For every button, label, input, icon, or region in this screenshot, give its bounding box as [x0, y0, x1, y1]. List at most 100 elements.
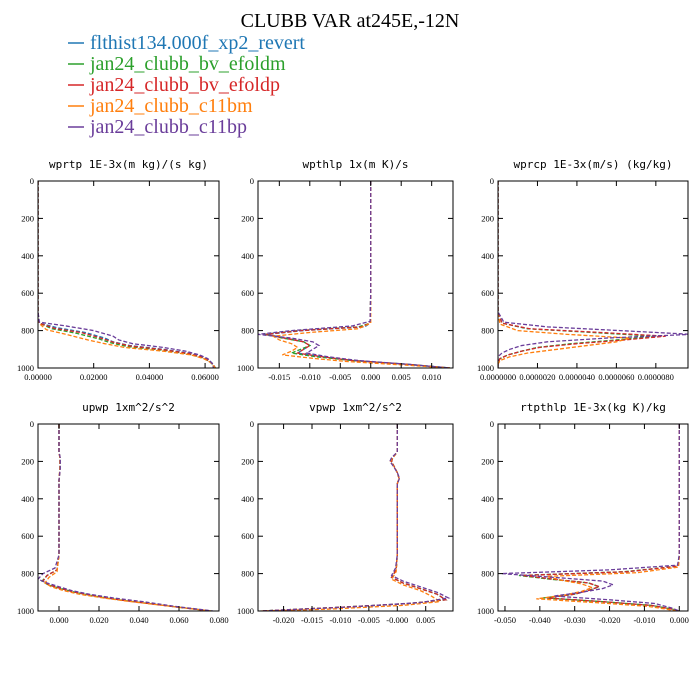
- y-tick-label: 1000: [477, 363, 494, 373]
- x-tick-label: 0.005: [392, 372, 411, 382]
- y-tick-label: 200: [481, 456, 494, 466]
- chart-panel: rtpthlp 1E-3x(kg K)/kg02004006008001000-…: [477, 401, 689, 625]
- chart-panel: upwp 1xm^2/s^2 0 200 400 600 800 1000 0.000 0.02…: [17, 401, 229, 625]
- y-tick-label: 800: [241, 326, 254, 336]
- y-tick-label: 600: [481, 531, 494, 541]
- y-tick-label: 0: [30, 176, 34, 186]
- series-line: [38, 181, 216, 368]
- y-tick-label: 600: [241, 531, 254, 541]
- x-tick-label: -0.020: [273, 615, 295, 625]
- x-tick-label: 0.040: [129, 615, 148, 625]
- plot-frame: [497, 423, 689, 612]
- panels: wprtp 1E-3x(m kg)/(s kg) 0 200 400 600 800 100…: [17, 158, 689, 625]
- series-line: [38, 181, 217, 368]
- x-tick-label: 0.06000: [191, 372, 219, 382]
- series-line: [522, 424, 680, 611]
- x-tick-label: -0.015: [301, 615, 323, 625]
- y-tick-label: 800: [21, 569, 34, 579]
- series-line: [38, 181, 216, 368]
- x-tick-label: 0.0000080: [638, 372, 674, 382]
- panel-title: wpthlp 1x(m K)/s: [303, 158, 409, 171]
- x-tick-label: -0.030: [564, 615, 586, 625]
- series-line: [38, 424, 214, 611]
- y-tick-label: 200: [481, 213, 494, 223]
- legend: flthist134.000f_xp2_revertjan24_clubb_bv…: [68, 32, 305, 138]
- x-tick-label: -0.010: [633, 615, 655, 625]
- series-line: [498, 181, 660, 368]
- plot-frame: [37, 180, 220, 369]
- series-line: [498, 181, 688, 368]
- plot-frame: [257, 180, 454, 369]
- x-tick-label: 0.010: [422, 372, 441, 382]
- x-tick-label: 0.0000020: [519, 372, 555, 382]
- y-tick-label: 600: [21, 531, 34, 541]
- y-tick-label: 200: [21, 456, 34, 466]
- y-tick-label: 1000: [17, 606, 34, 616]
- y-tick-label: 200: [241, 456, 254, 466]
- series-group: [38, 424, 214, 611]
- x-tick-label: 0.0000000: [480, 372, 516, 382]
- y-tick-label: 800: [481, 326, 494, 336]
- y-tick-label: 600: [481, 288, 494, 298]
- x-tick-label: 0.020: [89, 615, 108, 625]
- series-line: [42, 424, 212, 611]
- x-tick-label: -0.050: [494, 615, 516, 625]
- x-tick-label: -0.010: [329, 615, 351, 625]
- x-tick-label: 0.000: [49, 615, 68, 625]
- chart-panel: wprtp 1E-3x(m kg)/(s kg) 0 200 400 600 800 100…: [17, 158, 220, 382]
- figure-title: CLUBB VAR at245E,-12N: [241, 10, 460, 32]
- chart-panel: vpwp 1xm^2/s^2 0 200 400 600 800 1000 -0.020 -0.…: [237, 401, 454, 625]
- y-tick-label: 400: [21, 494, 34, 504]
- series-line: [260, 424, 448, 611]
- x-tick-label: 0.080: [209, 615, 228, 625]
- series-line: [271, 181, 450, 368]
- series-line: [498, 181, 666, 368]
- y-tick-label: 1000: [237, 606, 254, 616]
- series-line: [44, 424, 212, 611]
- x-tick-label: 0.00000: [24, 372, 52, 382]
- legend-entry: jan24_clubb_c11bm: [68, 95, 253, 117]
- series-line: [258, 181, 451, 368]
- series-line: [41, 424, 212, 611]
- x-tick-label: 0.02000: [80, 372, 108, 382]
- y-tick-label: 0: [250, 176, 254, 186]
- plot-frame: [257, 423, 454, 612]
- plot-frame: [37, 423, 220, 612]
- x-tick-label: 0.060: [169, 615, 188, 625]
- series-line: [518, 424, 680, 611]
- y-tick-label: 400: [21, 251, 34, 261]
- series-group: [38, 181, 217, 368]
- y-tick-label: 0: [490, 176, 494, 186]
- legend-entry: jan24_clubb_c11bp: [68, 116, 247, 138]
- x-tick-label: 0.000: [670, 615, 689, 625]
- x-tick-label: -0.015: [268, 372, 290, 382]
- y-tick-label: 800: [21, 326, 34, 336]
- y-tick-label: 0: [250, 419, 254, 429]
- series-line: [260, 424, 442, 611]
- series-group: [260, 424, 451, 611]
- series-line: [263, 181, 451, 368]
- x-tick-label: -0.005: [329, 372, 351, 382]
- legend-label: jan24_clubb_c11bp: [89, 116, 247, 138]
- series-line: [260, 424, 448, 611]
- x-tick-label: 0.0000060: [598, 372, 634, 382]
- y-tick-label: 400: [241, 494, 254, 504]
- legend-entry: jan24_clubb_bv_efoldm: [68, 53, 286, 75]
- series-line: [522, 424, 680, 611]
- y-tick-label: 0: [490, 419, 494, 429]
- chart-panel: wprcp 1E-3x(m/s) (kg/kg) 0 200 400 600 800 100…: [477, 158, 689, 382]
- panel-title: upwp 1xm^2/s^2: [82, 401, 175, 414]
- y-tick-label: 1000: [477, 606, 494, 616]
- series-line: [260, 424, 448, 611]
- y-tick-label: 400: [241, 251, 254, 261]
- y-tick-label: 800: [481, 569, 494, 579]
- x-tick-label: -0.005: [358, 615, 380, 625]
- legend-entry: jan24_clubb_bv_efoldp: [68, 74, 280, 96]
- x-tick-label: 0.0000040: [559, 372, 595, 382]
- panel-title: wprtp 1E-3x(m kg)/(s kg): [49, 158, 208, 171]
- y-tick-label: 600: [21, 288, 34, 298]
- y-tick-label: 400: [481, 494, 494, 504]
- y-tick-label: 800: [241, 569, 254, 579]
- series-line: [501, 424, 680, 611]
